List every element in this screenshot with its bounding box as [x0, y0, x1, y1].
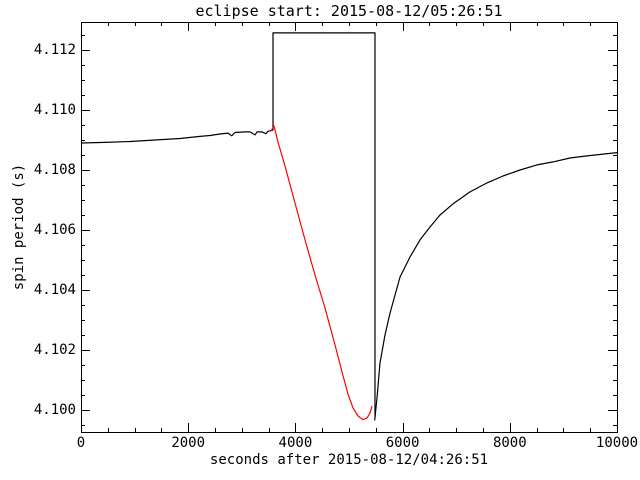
y-tick-label: 4.104 — [33, 282, 76, 298]
y-tick-label: 4.100 — [33, 402, 76, 418]
series-eclipse-window-marker — [272, 32, 376, 417]
x-tick-label: 0 — [76, 435, 86, 451]
series-spin-period-recovery — [374, 152, 618, 421]
x-tick-label: 4000 — [278, 435, 313, 451]
series-spin-period-during-eclipse — [270, 125, 373, 421]
series-spin-period-pre-eclipse — [80, 129, 274, 144]
chart-title: eclipse start: 2015-08-12/05:26:51 — [195, 2, 503, 20]
x-tick-label: 2000 — [171, 435, 206, 451]
axes-frame — [81, 22, 618, 433]
y-tick-label: 4.112 — [33, 41, 76, 58]
x-tick-label: 6000 — [385, 435, 420, 451]
x-tick-label: 10000 — [595, 435, 639, 451]
x-axis-title: seconds after 2015-08-12/04:26:51 — [209, 452, 489, 468]
y-tick-label: 4.110 — [33, 101, 76, 118]
y-tick-label: 4.102 — [33, 342, 76, 358]
y-tick-label: 4.108 — [33, 161, 76, 178]
y-tick-label: 4.106 — [33, 222, 76, 238]
x-tick-label: 8000 — [492, 435, 527, 451]
